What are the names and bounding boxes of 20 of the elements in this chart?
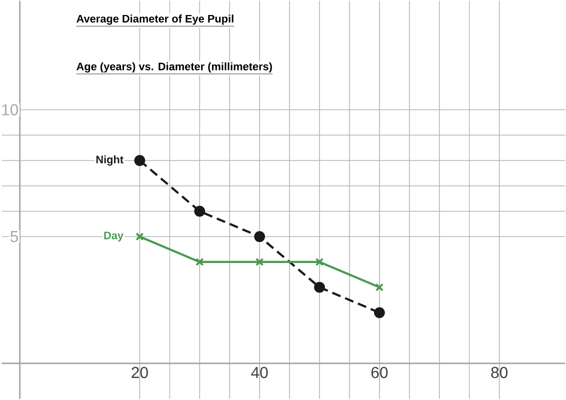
point — [195, 258, 204, 266]
point — [375, 283, 384, 292]
y-tick-label: 5 — [10, 231, 18, 242]
series-label: Day — [104, 232, 124, 242]
point — [134, 155, 146, 166]
point — [255, 258, 264, 266]
x-tick-label: 40 — [251, 367, 268, 378]
series-label: Night — [96, 156, 124, 166]
point — [254, 231, 266, 242]
text: Age (years) vs. Diameter (millimeters) — [76, 62, 272, 73]
text: Average Diameter of Eye Pupil — [76, 14, 234, 25]
x-tick-label: 60 — [371, 367, 388, 378]
y-tick-label: 10 — [2, 104, 18, 116]
x-tick-label: 80 — [491, 367, 508, 378]
x-tick-label: 20 — [132, 367, 148, 378]
point — [194, 206, 206, 217]
point — [314, 282, 325, 293]
point — [315, 258, 324, 266]
point — [136, 232, 144, 241]
point — [374, 307, 385, 318]
